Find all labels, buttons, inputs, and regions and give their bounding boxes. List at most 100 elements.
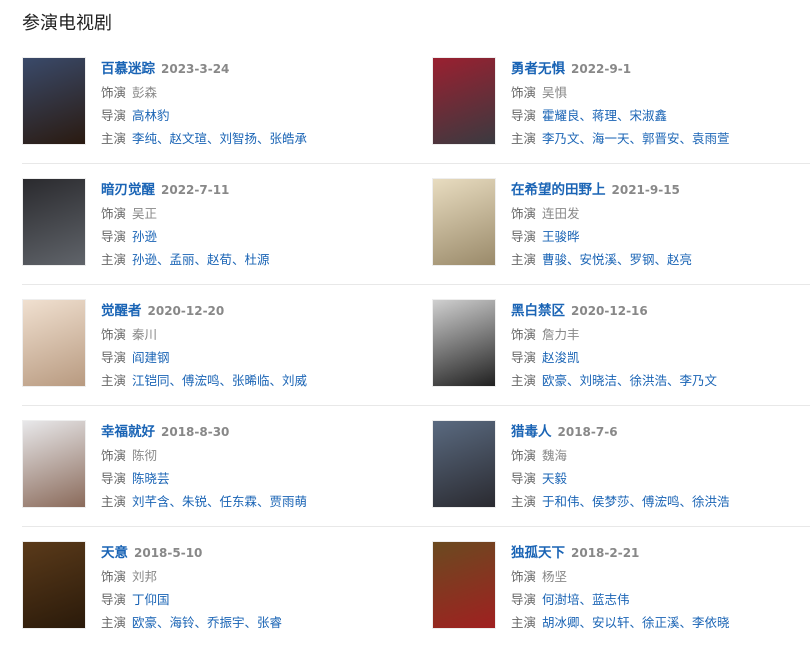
section-heading: 参演电视剧: [22, 13, 112, 34]
cast-links[interactable]: 于和伟、侯梦莎、傅浤鸣、徐洪浩: [542, 494, 730, 509]
role-label: 饰演: [101, 448, 127, 463]
drama-date: 2020-12-20: [147, 304, 225, 318]
drama-poster[interactable]: [432, 57, 496, 145]
director-label: 导演: [101, 229, 127, 244]
drama-title-link[interactable]: 天意: [101, 545, 128, 561]
director-links[interactable]: 天毅: [542, 471, 568, 486]
cast-label: 主演: [511, 494, 537, 509]
role-value: 杨坚: [542, 569, 568, 584]
role-label: 饰演: [511, 206, 537, 221]
role-value: 秦川: [132, 327, 158, 342]
director-links[interactable]: 陈晓芸: [132, 471, 170, 486]
cast-label: 主演: [101, 252, 127, 267]
cast-label: 主演: [511, 252, 537, 267]
role-value: 彭森: [132, 85, 158, 100]
drama-item: 独孤天下 2018-2-21 饰演 杨坚 导演 何澍培、蓝志伟 主演 胡冰卿、安以轩、徐…: [432, 541, 810, 631]
drama-date: 2022-7-11: [161, 183, 230, 197]
role-value: 连田发: [542, 206, 580, 221]
drama-title-link[interactable]: 幸福就好: [101, 424, 155, 440]
cast-links[interactable]: 江铠同、傅浤鸣、张晞临、刘威: [132, 373, 308, 388]
cast-links[interactable]: 刘芊含、朱锐、任东霖、贾雨萌: [132, 494, 308, 509]
role-label: 饰演: [101, 206, 127, 221]
director-links[interactable]: 霍耀良、蒋理、宋淑鑫: [542, 108, 668, 123]
drama-title-link[interactable]: 在希望的田野上: [511, 182, 606, 198]
director-links[interactable]: 丁仰国: [132, 592, 170, 607]
director-label: 导演: [101, 350, 127, 365]
director-label: 导演: [101, 471, 127, 486]
drama-item: 勇者无惧 2022-9-1 饰演 吴惧 导演 霍耀良、蒋理、宋淑鑫 主演 李乃文、海一天…: [432, 57, 810, 147]
drama-item: 天意 2018-5-10 饰演 刘邦 导演 丁仰国 主演 欧豪、海铃、乔振宇、张睿: [22, 541, 402, 631]
director-label: 导演: [511, 592, 537, 607]
role-value: 詹力丰: [542, 327, 580, 342]
cast-links[interactable]: 李乃文、海一天、郭晋安、袁雨萱: [542, 131, 730, 146]
director-links[interactable]: 何澍培、蓝志伟: [542, 592, 630, 607]
director-label: 导演: [101, 592, 127, 607]
role-label: 饰演: [511, 85, 537, 100]
drama-date: 2021-9-15: [611, 183, 680, 197]
drama-title-link[interactable]: 百慕迷踪: [101, 61, 155, 77]
drama-title-link[interactable]: 觉醒者: [101, 303, 142, 319]
cast-label: 主演: [101, 615, 127, 630]
director-links[interactable]: 阎建钢: [132, 350, 170, 365]
drama-date: 2023-3-24: [161, 62, 230, 76]
director-label: 导演: [511, 108, 537, 123]
role-label: 饰演: [101, 85, 127, 100]
drama-row: 百慕迷踪 2023-3-24 饰演 彭森 导演 高林豹 主演 李纯、赵文瑄、刘智扬、张皓…: [22, 57, 810, 178]
cast-label: 主演: [101, 131, 127, 146]
director-label: 导演: [511, 229, 537, 244]
drama-poster[interactable]: [22, 299, 86, 387]
drama-title-link[interactable]: 黑白禁区: [511, 303, 565, 319]
role-value: 吴正: [132, 206, 158, 221]
role-label: 饰演: [511, 327, 537, 342]
cast-links[interactable]: 胡冰卿、安以轩、徐正溪、李依晓: [542, 615, 730, 630]
cast-label: 主演: [101, 373, 127, 388]
drama-title-link[interactable]: 暗刃觉醒: [101, 182, 155, 198]
drama-title-link[interactable]: 独孤天下: [511, 545, 565, 561]
drama-row: 天意 2018-5-10 饰演 刘邦 导演 丁仰国 主演 欧豪、海铃、乔振宇、张睿 独孤…: [22, 541, 810, 662]
role-label: 饰演: [101, 569, 127, 584]
role-value: 陈彻: [132, 448, 158, 463]
drama-poster[interactable]: [22, 541, 86, 629]
drama-date: 2018-5-10: [134, 546, 203, 560]
role-value: 吴惧: [542, 85, 568, 100]
cast-label: 主演: [511, 131, 537, 146]
cast-label: 主演: [101, 494, 127, 509]
drama-item: 觉醒者 2020-12-20 饰演 秦川 导演 阎建钢 主演 江铠同、傅浤鸣、张晞临、刘…: [22, 299, 402, 389]
drama-poster[interactable]: [432, 541, 496, 629]
drama-poster[interactable]: [22, 57, 86, 145]
cast-links[interactable]: 曹骏、安悦溪、罗钢、赵亮: [542, 252, 693, 267]
drama-date: 2018-7-6: [557, 425, 618, 439]
drama-item: 在希望的田野上 2021-9-15 饰演 连田发 导演 王骏晔 主演 曹骏、安悦溪、罗钢…: [432, 178, 810, 268]
drama-title-link[interactable]: 勇者无惧: [511, 61, 565, 77]
cast-label: 主演: [511, 615, 537, 630]
role-label: 饰演: [101, 327, 127, 342]
drama-poster[interactable]: [432, 299, 496, 387]
role-value: 刘邦: [132, 569, 158, 584]
drama-row: 暗刃觉醒 2022-7-11 饰演 吴正 导演 孙逊 主演 孙逊、孟丽、赵荀、杜源 在希…: [22, 178, 810, 299]
cast-links[interactable]: 欧豪、海铃、乔振宇、张睿: [132, 615, 283, 630]
drama-item: 百慕迷踪 2023-3-24 饰演 彭森 导演 高林豹 主演 李纯、赵文瑄、刘智扬、张皓…: [22, 57, 402, 147]
role-label: 饰演: [511, 569, 537, 584]
drama-date: 2022-9-1: [571, 62, 632, 76]
director-links[interactable]: 孙逊: [132, 229, 158, 244]
cast-links[interactable]: 李纯、赵文瑄、刘智扬、张皓承: [132, 131, 308, 146]
director-label: 导演: [511, 350, 537, 365]
drama-poster[interactable]: [22, 178, 86, 266]
drama-date: 2020-12-16: [571, 304, 648, 318]
drama-title-link[interactable]: 猎毒人: [511, 424, 552, 440]
drama-list: 百慕迷踪 2023-3-24 饰演 彭森 导演 高林豹 主演 李纯、赵文瑄、刘智扬、张皓…: [22, 57, 810, 662]
cast-links[interactable]: 孙逊、孟丽、赵荀、杜源: [132, 252, 270, 267]
director-links[interactable]: 高林豹: [132, 108, 170, 123]
drama-poster[interactable]: [432, 420, 496, 508]
drama-row: 觉醒者 2020-12-20 饰演 秦川 导演 阎建钢 主演 江铠同、傅浤鸣、张晞临、刘…: [22, 299, 810, 420]
cast-links[interactable]: 欧豪、刘晓洁、徐洪浩、李乃文: [542, 373, 718, 388]
drama-poster[interactable]: [22, 420, 86, 508]
drama-row: 幸福就好 2018-8-30 饰演 陈彻 导演 陈晓芸 主演 刘芊含、朱锐、任东霖、贾雨…: [22, 420, 810, 541]
drama-date: 2018-2-21: [571, 546, 640, 560]
drama-poster[interactable]: [432, 178, 496, 266]
cast-label: 主演: [511, 373, 537, 388]
drama-date: 2018-8-30: [161, 425, 230, 439]
director-links[interactable]: 赵浚凯: [542, 350, 580, 365]
role-value: 魏海: [542, 448, 568, 463]
director-links[interactable]: 王骏晔: [542, 229, 580, 244]
